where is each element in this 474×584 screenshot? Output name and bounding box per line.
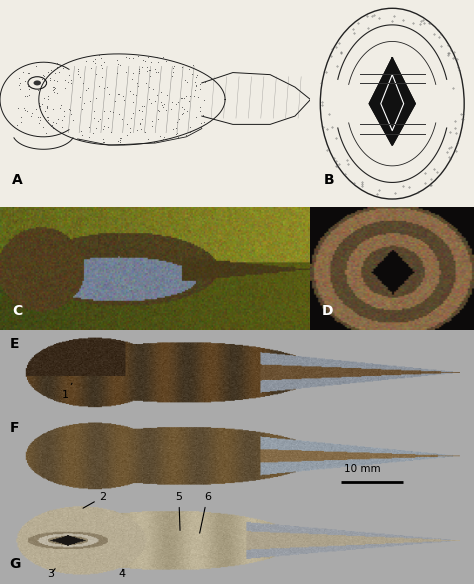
Text: E: E	[9, 337, 19, 351]
Text: A: A	[12, 173, 23, 187]
Text: 4: 4	[118, 569, 126, 579]
Circle shape	[34, 81, 41, 85]
Text: 10 mm: 10 mm	[344, 464, 380, 474]
Text: F: F	[9, 421, 19, 435]
Text: 1: 1	[62, 383, 72, 399]
Text: 3: 3	[47, 569, 55, 579]
Polygon shape	[369, 58, 415, 145]
Text: C: C	[12, 304, 23, 318]
Text: 6: 6	[200, 492, 211, 533]
Text: 2: 2	[83, 492, 107, 508]
Text: B: B	[324, 173, 334, 187]
Text: G: G	[9, 557, 21, 571]
Text: 5: 5	[175, 492, 182, 530]
Text: D: D	[322, 304, 333, 318]
